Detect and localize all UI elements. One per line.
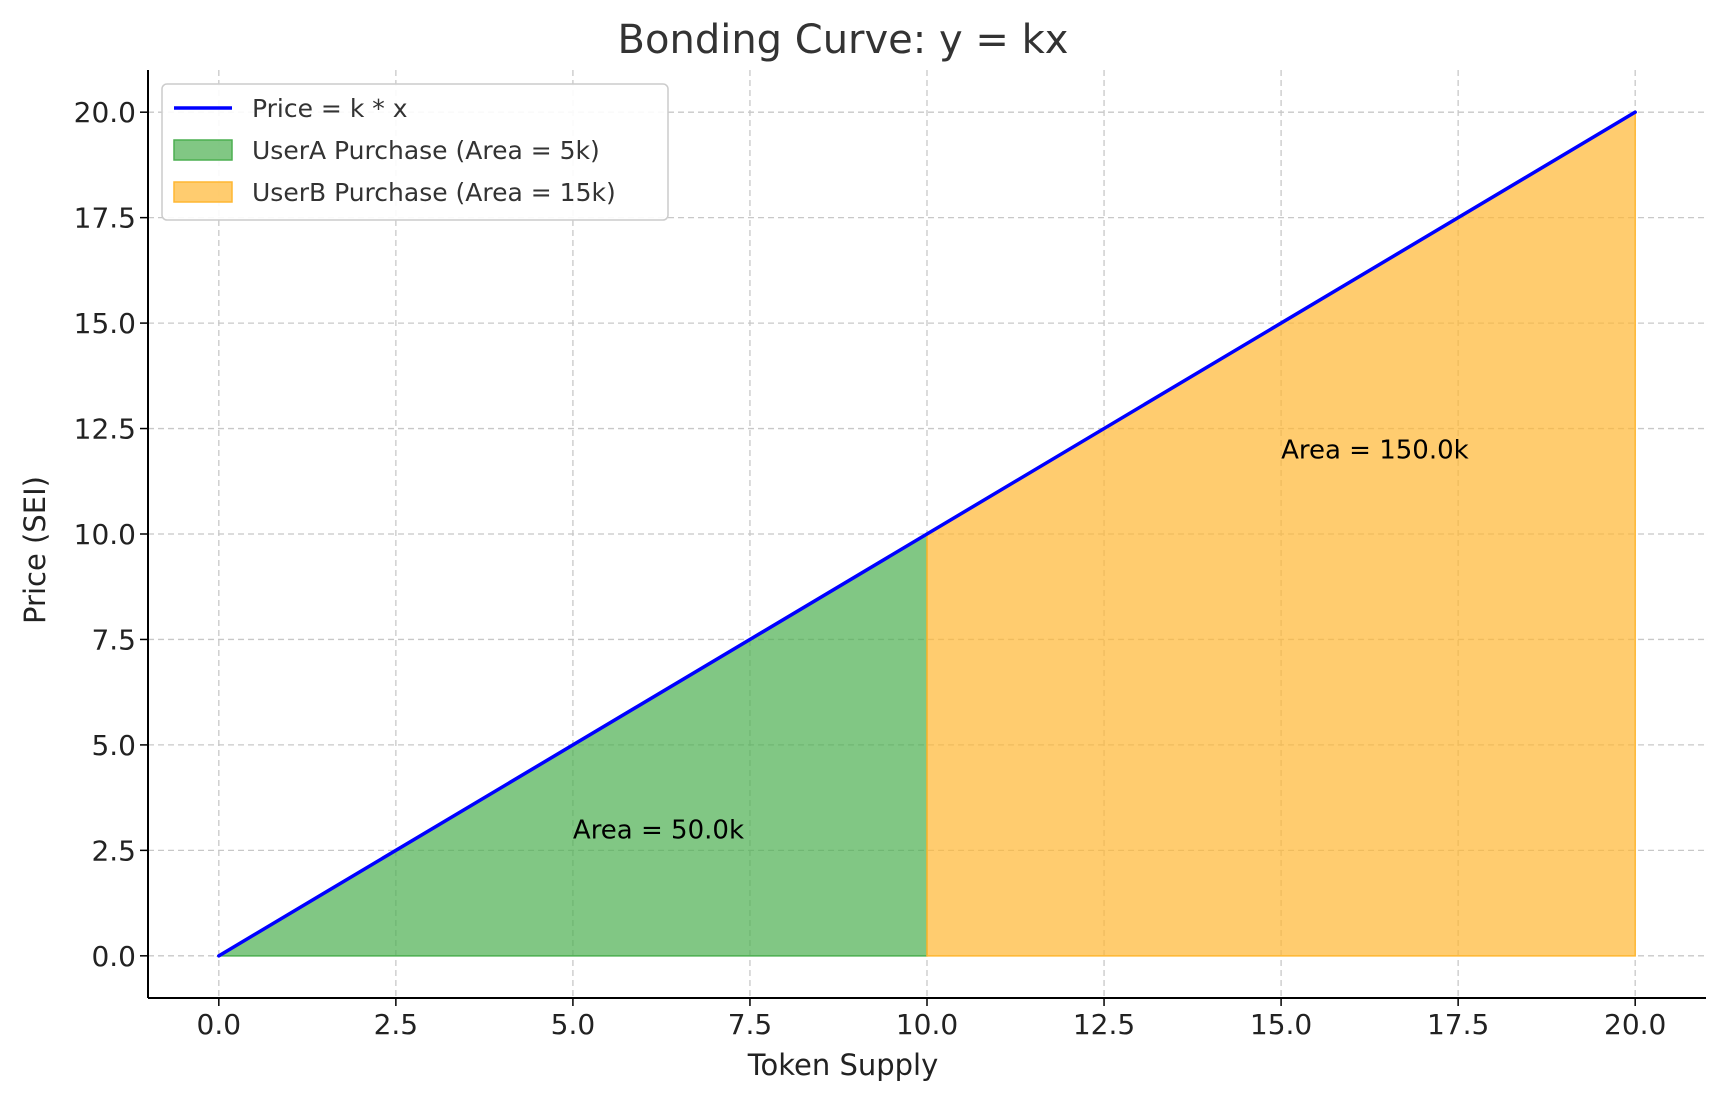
y-tick-label: 2.5 — [91, 834, 136, 867]
x-tick-label: 0.0 — [197, 1008, 242, 1041]
area-annotation: Area = 150.0k — [1281, 436, 1469, 466]
y-tick-label: 15.0 — [74, 307, 136, 340]
x-tick-label: 20.0 — [1604, 1008, 1666, 1041]
x-tick-label: 15.0 — [1250, 1008, 1312, 1041]
x-tick-label: 12.5 — [1073, 1008, 1135, 1041]
y-tick-label: 17.5 — [74, 202, 136, 235]
x-tick-label: 2.5 — [374, 1008, 419, 1041]
x-tick-label: 7.5 — [728, 1008, 773, 1041]
area-annotation: Area = 50.0k — [573, 815, 744, 845]
x-tick-label: 5.0 — [551, 1008, 596, 1041]
y-tick-label: 20.0 — [74, 96, 136, 129]
price-line-layer — [217, 110, 1637, 958]
x-tick-label: 10.0 — [896, 1008, 958, 1041]
legend-box — [161, 83, 669, 221]
y-tick-label: 7.5 — [91, 623, 136, 656]
legend: Price = k * x UserA Purchase (Area = 5k) U… — [161, 83, 669, 221]
y-axis-label: Price (SEI) — [18, 476, 52, 624]
legend-label: UserA Purchase (Area = 5k) — [252, 136, 600, 165]
price-line — [217, 110, 1637, 958]
y-tick-label: 10.0 — [74, 518, 136, 551]
y-tick-label: 5.0 — [91, 729, 136, 762]
area-annotations: Area = 50.0k Area = 150.0k — [573, 436, 1469, 846]
legend-area-swatch — [173, 181, 233, 203]
purchase-area-2 — [926, 110, 1636, 957]
legend-label: UserB Purchase (Area = 15k) — [252, 178, 616, 207]
x-tick-label: 17.5 — [1427, 1008, 1489, 1041]
chart-title: Bonding Curve: y = kx — [618, 17, 1069, 63]
y-tick-label: 0.0 — [91, 940, 136, 973]
legend-label: Price = k * x — [252, 94, 408, 123]
axes: 0.0 2.5 5.0 7.5 10.0 12.5 15.0 17.5 20.0 0.0 2.5 5.… — [74, 70, 1706, 1041]
legend-area-swatch — [173, 139, 233, 161]
x-axis-label: Token Supply — [747, 1048, 939, 1082]
y-tick-label: 12.5 — [74, 413, 136, 446]
